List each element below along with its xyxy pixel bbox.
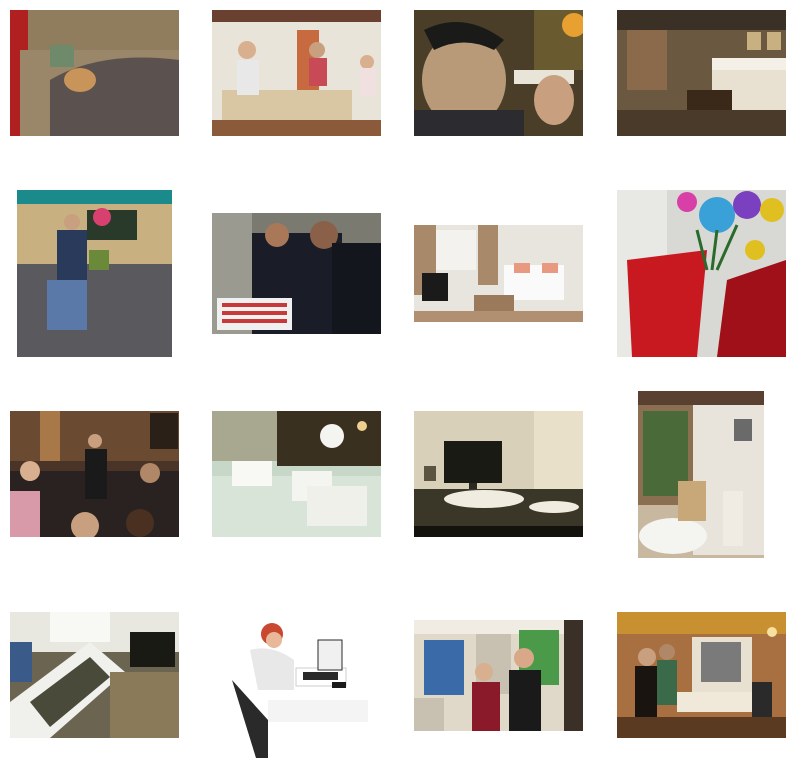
photo-sunlit-room xyxy=(10,612,179,738)
photo-white-interior xyxy=(212,411,381,537)
photo-red-cup-flowers xyxy=(617,190,786,357)
photo-living-room-people xyxy=(212,10,381,136)
photo-hotel-bedroom xyxy=(617,10,786,136)
photo-people-booth xyxy=(414,620,583,731)
photo-dining-party xyxy=(617,612,786,738)
photo-man-with-remote xyxy=(414,10,583,136)
photo-frisbee-throw xyxy=(17,190,172,357)
photo-woman-laptop xyxy=(228,620,368,758)
photo-bathroom-tub xyxy=(638,391,764,558)
photo-event-audience xyxy=(10,411,179,537)
photo-dog-on-couch xyxy=(10,10,179,136)
photo-sailors-cake xyxy=(212,213,381,334)
photo-white-bedroom xyxy=(414,225,583,322)
photo-cat-on-desk xyxy=(414,411,583,537)
